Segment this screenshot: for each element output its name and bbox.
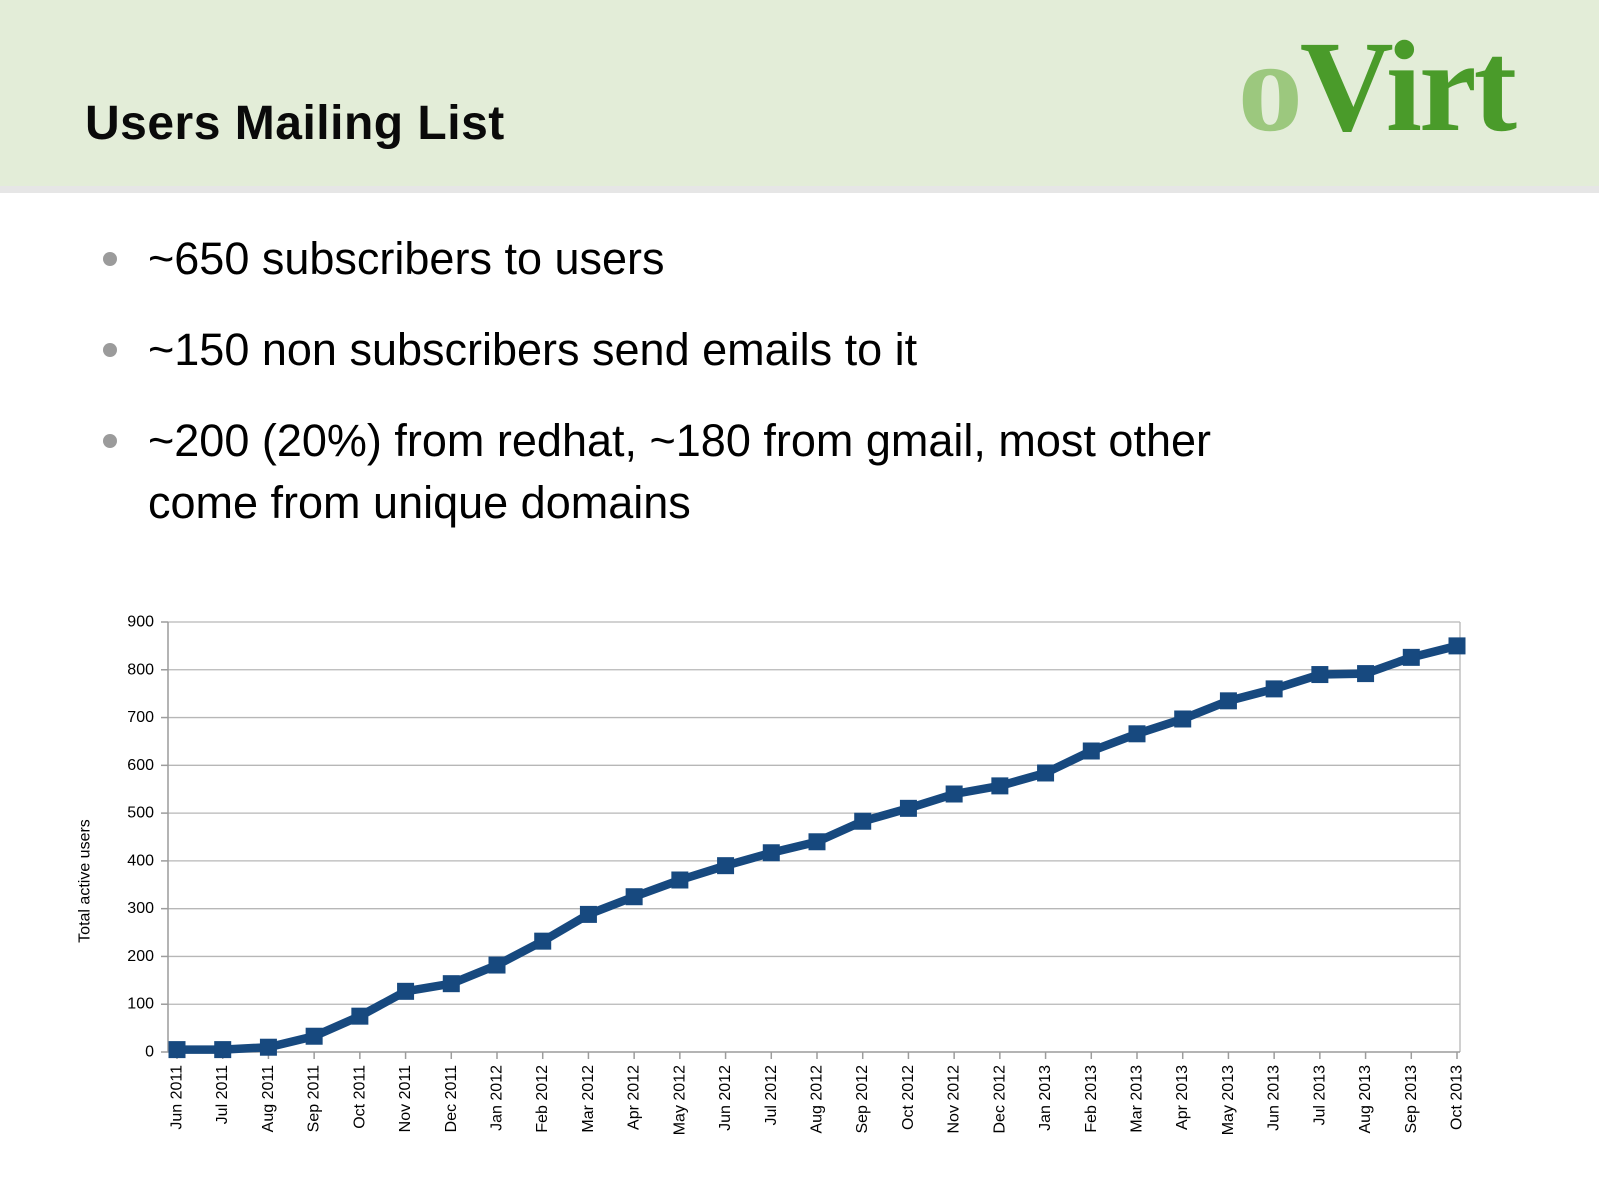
- y-tick-label: 800: [127, 661, 154, 678]
- data-point-marker: [397, 982, 415, 1000]
- data-point-marker: [1402, 648, 1420, 666]
- x-tick-label: Jun 2013: [1266, 1065, 1283, 1131]
- x-tick-label: Nov 2012: [946, 1065, 963, 1134]
- y-tick-label: 900: [127, 614, 154, 631]
- y-tick-label: 500: [127, 805, 154, 822]
- data-point-marker: [1311, 666, 1329, 684]
- data-point-marker: [1128, 725, 1146, 743]
- x-tick-label: May 2013: [1220, 1065, 1237, 1135]
- bullet-item: ~650 subscribers to users: [103, 228, 1519, 290]
- x-tick-label: Feb 2012: [534, 1065, 551, 1133]
- data-point-marker: [1219, 692, 1237, 710]
- x-tick-label: Sep 2013: [1403, 1065, 1420, 1134]
- data-point-marker: [1265, 680, 1283, 698]
- data-point-marker: [534, 932, 552, 950]
- y-tick-label: 0: [145, 1044, 154, 1061]
- data-point-marker: [442, 975, 460, 993]
- x-tick-label: Nov 2011: [397, 1065, 414, 1132]
- x-tick-label: Aug 2013: [1357, 1065, 1374, 1134]
- y-tick-label: 200: [127, 948, 154, 965]
- x-tick-label: Dec 2011: [443, 1065, 460, 1132]
- y-tick-label: 600: [127, 757, 154, 774]
- x-tick-label: Mar 2013: [1129, 1065, 1146, 1133]
- x-tick-label: Jun 2011: [169, 1065, 186, 1130]
- data-point-marker: [1082, 742, 1100, 760]
- x-tick-label: Sep 2011: [306, 1065, 323, 1132]
- data-point-marker: [1448, 637, 1466, 655]
- bullet-icon: [103, 343, 117, 357]
- line-chart: 0 100 200 300 400 500 600 700 800 900 Jun 2011 Jul …: [77, 614, 1466, 1135]
- bullet-list: ~650 subscribers to users ~150 non subsc…: [103, 228, 1519, 563]
- y-tick-label: 100: [127, 996, 154, 1013]
- y-axis-title: Total active users: [77, 819, 94, 943]
- x-tick-label: Aug 2011: [260, 1065, 277, 1132]
- data-point-marker: [168, 1041, 186, 1059]
- data-point-marker: [945, 785, 963, 803]
- data-point-marker: [762, 844, 780, 862]
- x-tick-label: May 2012: [671, 1065, 688, 1135]
- x-tick-label: Jul 2011: [214, 1065, 231, 1124]
- logo-letter-o: o: [1237, 15, 1303, 159]
- data-point-marker: [717, 857, 735, 875]
- x-tick-label: Aug 2012: [809, 1065, 826, 1134]
- logo-word-virt: Virt: [1299, 15, 1517, 159]
- x-tick-label: Apr 2012: [626, 1065, 643, 1130]
- data-point-marker: [214, 1041, 232, 1059]
- ovirt-logo: oVirt: [1238, 22, 1517, 152]
- x-tick-label: Jan 2012: [489, 1065, 506, 1131]
- data-point-marker: [854, 812, 872, 830]
- bullet-text: ~650 subscribers to users: [148, 233, 665, 284]
- header-divider: [0, 186, 1599, 193]
- x-tick-label: Jun 2012: [717, 1065, 734, 1131]
- slide-header: Users Mailing List oVirt: [0, 0, 1599, 186]
- y-tick-label: 400: [127, 852, 154, 869]
- x-tick-label: Feb 2013: [1083, 1065, 1100, 1133]
- x-tick-label: Oct 2011: [351, 1065, 368, 1129]
- bullet-item: ~200 (20%) from redhat, ~180 from gmail,…: [103, 410, 1519, 534]
- y-tick-label: 300: [127, 900, 154, 917]
- data-point-marker: [351, 1007, 369, 1025]
- bullet-icon: [103, 434, 117, 448]
- x-tick-label: Oct 2013: [1449, 1065, 1466, 1130]
- x-tick-label: Jul 2013: [1311, 1065, 1328, 1126]
- data-point-marker: [1037, 764, 1055, 782]
- bullet-icon: [103, 252, 117, 266]
- bullet-item: ~150 non subscribers send emails to it: [103, 319, 1519, 381]
- data-point-marker: [671, 871, 689, 889]
- data-point-marker: [1357, 665, 1375, 683]
- x-tick-label: Mar 2012: [580, 1065, 597, 1133]
- x-tick-label: Jul 2012: [763, 1065, 780, 1126]
- data-point-marker: [991, 777, 1009, 795]
- data-point-marker: [259, 1038, 277, 1056]
- y-tick-label: 700: [127, 709, 154, 726]
- x-tick-label: Jan 2013: [1037, 1065, 1054, 1131]
- data-point-marker: [305, 1027, 323, 1045]
- data-point-marker: [625, 888, 643, 906]
- page-title: Users Mailing List: [85, 97, 505, 150]
- data-point-marker: [1174, 710, 1192, 728]
- x-tick-label: Dec 2012: [991, 1065, 1008, 1134]
- data-point-marker: [808, 833, 826, 851]
- data-point-marker: [899, 799, 917, 817]
- x-tick-label: Sep 2012: [854, 1065, 871, 1134]
- x-tick-label: Oct 2012: [900, 1065, 917, 1130]
- bullet-text: ~150 non subscribers send emails to it: [148, 324, 918, 375]
- bullet-text: ~200 (20%) from redhat, ~180 from gmail,…: [148, 415, 1211, 528]
- chart-total-active-users: 0 100 200 300 400 500 600 700 800 900 Jun 2011 Jul …: [0, 590, 1599, 1199]
- data-point-marker: [488, 956, 506, 974]
- data-point-marker: [579, 905, 597, 923]
- x-tick-label: Apr 2013: [1174, 1065, 1191, 1130]
